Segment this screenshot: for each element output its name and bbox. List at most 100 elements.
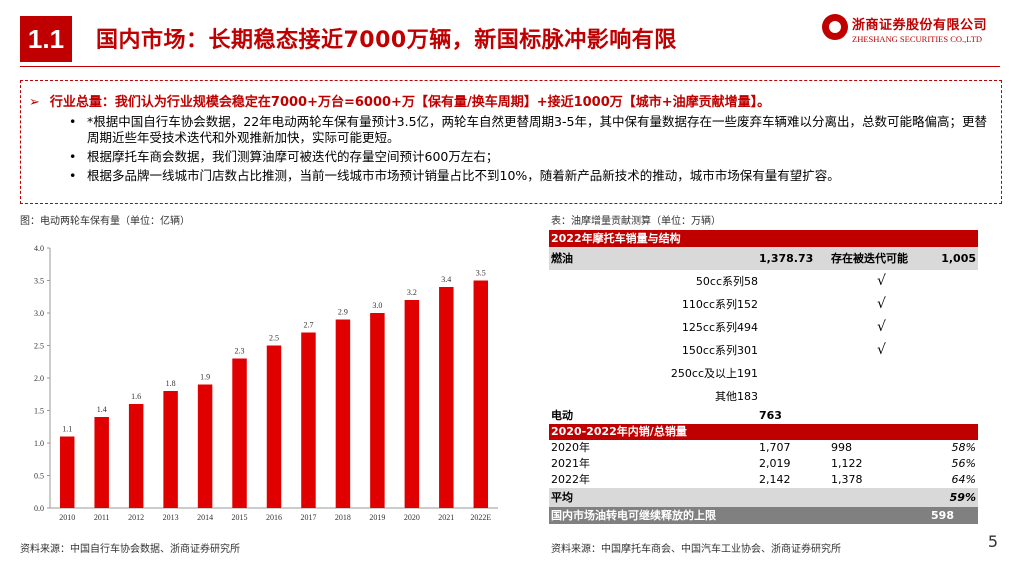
bar — [473, 280, 489, 508]
company-logo: 浙商证券股份有限公司 ZHESHANG SECURITIES CO.,LTD — [822, 12, 1002, 50]
bar — [197, 384, 213, 508]
electric-label: 电动 — [551, 409, 573, 422]
electric-value: 763 — [759, 409, 782, 422]
section-number-badge: 1.1 — [20, 16, 72, 62]
x-tick-label: 2022E — [470, 513, 491, 522]
fuel-label: 燃油 — [551, 252, 573, 265]
page-title: 国内市场：长期稳态接近7000万辆，新国标脉冲影响有限 — [96, 28, 677, 53]
bar — [128, 404, 144, 508]
summary-box: ➢ 行业总量：我们认为行业规模会稳定在7000+万台=6000+万【保有量/换车周… — [20, 80, 1002, 204]
x-tick-label: 2013 — [163, 513, 179, 522]
bar — [335, 319, 351, 508]
check-icon: √ — [877, 273, 886, 289]
x-tick-label: 2010 — [59, 513, 75, 522]
year-pct: 64% — [951, 473, 976, 486]
page-number: 5 — [987, 532, 998, 551]
year-label: 2022年 — [551, 473, 590, 486]
table-section-header: 2020-2022年内销/总销量 — [549, 424, 978, 440]
x-tick-label: 2016 — [266, 513, 282, 522]
y-tick-label: 3.5 — [34, 277, 44, 286]
sub-row-label: 150cc系列301 — [681, 344, 758, 357]
year-total: 1,707 — [759, 441, 791, 454]
table-header-label: 2020-2022年内销/总销量 — [551, 425, 687, 438]
bar-value-label: 2.9 — [338, 308, 348, 317]
year-label: 2021年 — [551, 457, 590, 470]
summary-bullet: 根据摩托车商会数据，我们测算油摩可被迭代的存量空间预计600万左右； — [65, 149, 995, 165]
year-domestic: 998 — [831, 441, 852, 454]
summary-headline: ➢ 行业总量：我们认为行业规模会稳定在7000+万台=6000+万【保有量/换车周… — [29, 91, 770, 110]
sub-row-label: 125cc系列494 — [681, 321, 758, 334]
x-tick-label: 2014 — [197, 513, 213, 522]
table-row: 250cc及以上191 — [549, 362, 978, 385]
table-row-fuel: 燃油 1,378.73 存在被迭代可能 1,005 — [549, 247, 978, 270]
year-pct: 58% — [951, 441, 976, 454]
upper-limit-label: 国内市场油转电可继续释放的上限 — [551, 509, 716, 522]
summary-bullet-list: *根据中国自行车协会数据，22年电动两轮车保有量预计3.5亿，两轮车自然更替周期… — [65, 114, 995, 187]
bar-value-label: 1.9 — [200, 373, 210, 382]
y-tick-label: 3.0 — [34, 309, 44, 318]
bar-value-label: 3.0 — [372, 301, 382, 310]
bar-chart: 0.0 0.5 1.0 1.5 2.0 2.5 3.0 3.5 4.0 1.1 2010 1.4 201… — [34, 244, 498, 522]
year-total: 2,019 — [759, 457, 791, 470]
table-row-year: 2021年 2,019 1,122 56% — [549, 456, 978, 472]
logo-name-en: ZHESHANG SECURITIES CO.,LTD — [852, 34, 983, 44]
y-tick-label: 1.0 — [34, 439, 44, 448]
x-tick-label: 2020 — [404, 513, 420, 522]
x-tick-label: 2012 — [128, 513, 144, 522]
year-domestic: 1,378 — [831, 473, 863, 486]
bar — [404, 300, 420, 508]
y-tick-label: 2.5 — [34, 342, 44, 351]
sub-row-label: 110cc系列152 — [681, 298, 758, 311]
bar-value-label: 3.5 — [476, 269, 486, 278]
x-tick-label: 2015 — [232, 513, 248, 522]
table-row: 125cc系列494 √ — [549, 316, 978, 339]
fuel-value: 1,378.73 — [759, 252, 814, 265]
table-row: 50cc系列58 √ — [549, 270, 978, 293]
bar — [232, 358, 247, 508]
table-header-label: 2022年摩托车销量与结构 — [551, 232, 681, 245]
check-icon: √ — [877, 342, 886, 358]
table-row-upper-limit: 国内市场油转电可继续释放的上限 598 — [549, 507, 978, 524]
y-tick-label: 4.0 — [34, 244, 44, 253]
table-row-year: 2022年 2,142 1,378 64% — [549, 472, 978, 488]
table-row-average: 平均 59% — [549, 488, 978, 507]
table-row: 110cc系列152 √ — [549, 293, 978, 316]
check-icon: √ — [877, 296, 886, 312]
motorcycle-table: 2022年摩托车销量与结构 燃油 1,378.73 存在被迭代可能 1,005 … — [549, 230, 978, 524]
y-tick-label: 1.5 — [34, 407, 44, 416]
bar — [370, 313, 385, 508]
x-tick-label: 2021 — [438, 513, 454, 522]
bar-value-label: 1.8 — [166, 379, 176, 388]
bar-value-label: 1.1 — [62, 425, 72, 434]
x-tick-label: 2019 — [369, 513, 385, 522]
logo-mark-icon — [822, 14, 848, 40]
bar — [266, 345, 282, 508]
year-pct: 56% — [951, 457, 976, 470]
summary-bullet: *根据中国自行车协会数据，22年电动两轮车保有量预计3.5亿，两轮车自然更替周期… — [65, 114, 995, 146]
sub-row-label: 其他183 — [715, 390, 758, 403]
table-row-year: 2020年 1,707 998 58% — [549, 440, 978, 456]
bar — [163, 391, 178, 508]
chart-source: 资料来源：中国自行车协会数据、浙商证券研究所 — [20, 544, 240, 555]
table-source: 资料来源：中国摩托车商会、中国汽车工业协会、浙商证券研究所 — [551, 544, 841, 555]
y-tick-label: 0.5 — [34, 472, 44, 481]
fuel-total: 1,005 — [941, 252, 976, 265]
bar — [439, 287, 454, 508]
bar-value-label: 1.4 — [97, 405, 107, 414]
summary-headline-text: 行业总量：我们认为行业规模会稳定在7000+万台=6000+万【保有量/换车周期… — [49, 95, 771, 110]
average-label: 平均 — [551, 491, 573, 504]
table-row: 150cc系列301 √ — [549, 339, 978, 362]
bar-value-label: 2.7 — [303, 321, 313, 330]
title-divider — [20, 66, 1000, 67]
table-row: 其他183 — [549, 385, 978, 408]
y-tick-label: 2.0 — [34, 374, 44, 383]
logo-name-cn: 浙商证券股份有限公司 — [852, 18, 988, 33]
bar — [59, 436, 75, 508]
x-tick-label: 2018 — [335, 513, 351, 522]
average-pct: 59% — [949, 491, 976, 504]
y-tick-label: 0.0 — [34, 504, 44, 513]
bar-value-label: 3.2 — [407, 288, 417, 297]
upper-limit-value: 598 — [931, 509, 954, 522]
year-domestic: 1,122 — [831, 457, 863, 470]
x-tick-label: 2017 — [300, 513, 316, 522]
